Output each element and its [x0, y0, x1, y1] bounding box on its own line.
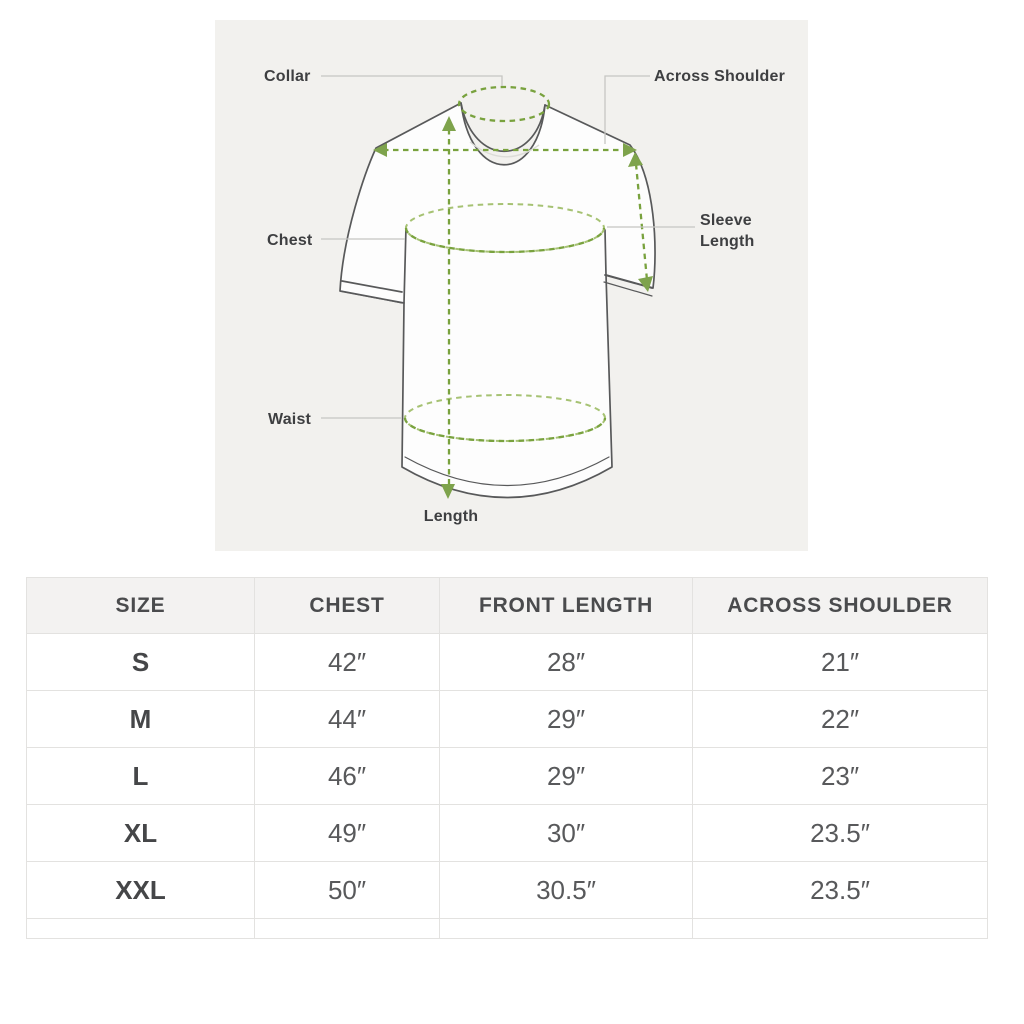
- tshirt-measurement-diagram: Collar Across Shoulder Chest Sleeve Leng…: [215, 20, 808, 551]
- cell-front-length: 30″: [439, 804, 693, 862]
- chest-measure-arc: [404, 227, 606, 254]
- collar-shadow-line: [469, 141, 540, 158]
- cell-across-shoulder: 22″: [692, 690, 988, 748]
- cell-chest: 49″: [254, 804, 440, 862]
- cell-size: M: [26, 690, 255, 748]
- cell-chest: 50″: [254, 861, 440, 919]
- tshirt-diagram-canvas: [321, 75, 695, 499]
- table-row: S 42″ 28″ 21″: [26, 633, 988, 691]
- empty-cell: [692, 918, 988, 939]
- header-chest: CHEST: [254, 577, 440, 634]
- cell-front-length: 28″: [439, 633, 693, 691]
- table-header-row: SIZE CHEST FRONT LENGTH ACROSS SHOULDER: [26, 577, 988, 634]
- collar-label: Collar: [264, 68, 311, 85]
- size-chart-table: SIZE CHEST FRONT LENGTH ACROSS SHOULDER …: [26, 577, 988, 939]
- cell-front-length: 30.5″: [439, 861, 693, 919]
- measure-arrowheads: [373, 116, 653, 499]
- chest-label: Chest: [267, 232, 313, 249]
- cell-size: XXL: [26, 861, 255, 919]
- header-size: SIZE: [26, 577, 255, 634]
- across-shoulder-leader-line: [604, 75, 650, 144]
- collar-measure-ellipse: [457, 85, 551, 123]
- cell-across-shoulder: 21″: [692, 633, 988, 691]
- waist-label: Waist: [268, 411, 312, 428]
- cell-size: L: [26, 747, 255, 805]
- table-row: XXL 50″ 30.5″ 23.5″: [26, 861, 988, 919]
- cell-across-shoulder: 23.5″: [692, 804, 988, 862]
- length-label: Length: [423, 508, 479, 525]
- empty-cell: [254, 918, 440, 939]
- sleeve-arrow-up-icon: [628, 152, 643, 167]
- arrow-left-icon: [373, 143, 387, 157]
- cell-front-length: 29″: [439, 690, 693, 748]
- sleeve-length-label: Sleeve Length: [700, 212, 755, 250]
- table-empty-row: [26, 918, 988, 939]
- across-shoulder-label: Across Shoulder: [654, 68, 786, 85]
- table-row: M 44″ 29″ 22″: [26, 690, 988, 748]
- arrow-right-icon: [623, 143, 637, 157]
- measure-lines: [383, 85, 649, 486]
- arrow-up-icon: [442, 116, 456, 131]
- table-row: L 46″ 29″ 23″: [26, 747, 988, 805]
- table-row: XL 49″ 30″ 23.5″: [26, 804, 988, 862]
- cell-size: XL: [26, 804, 255, 862]
- cell-chest: 44″: [254, 690, 440, 748]
- cell-chest: 42″: [254, 633, 440, 691]
- leader-lines: [321, 75, 695, 419]
- empty-cell: [439, 918, 693, 939]
- collar-leader-line: [321, 75, 503, 86]
- header-across-shoulder: ACROSS SHOULDER: [692, 577, 988, 634]
- cell-chest: 46″: [254, 747, 440, 805]
- arrow-down-icon: [441, 484, 455, 499]
- sleeve-arrow-down-icon: [638, 276, 653, 292]
- tshirt-outline: [339, 102, 656, 499]
- cell-across-shoulder: 23.5″: [692, 861, 988, 919]
- size-chart-section: SIZE CHEST FRONT LENGTH ACROSS SHOULDER …: [26, 577, 988, 939]
- cell-across-shoulder: 23″: [692, 747, 988, 805]
- empty-cell: [26, 918, 255, 939]
- cell-front-length: 29″: [439, 747, 693, 805]
- cell-size: S: [26, 633, 255, 691]
- header-front-length: FRONT LENGTH: [439, 577, 693, 634]
- size-table-body: S 42″ 28″ 21″ M 44″ 29″ 22″ L 46″ 29″ 23″ XL 49″ 30″ 23…: [26, 633, 988, 919]
